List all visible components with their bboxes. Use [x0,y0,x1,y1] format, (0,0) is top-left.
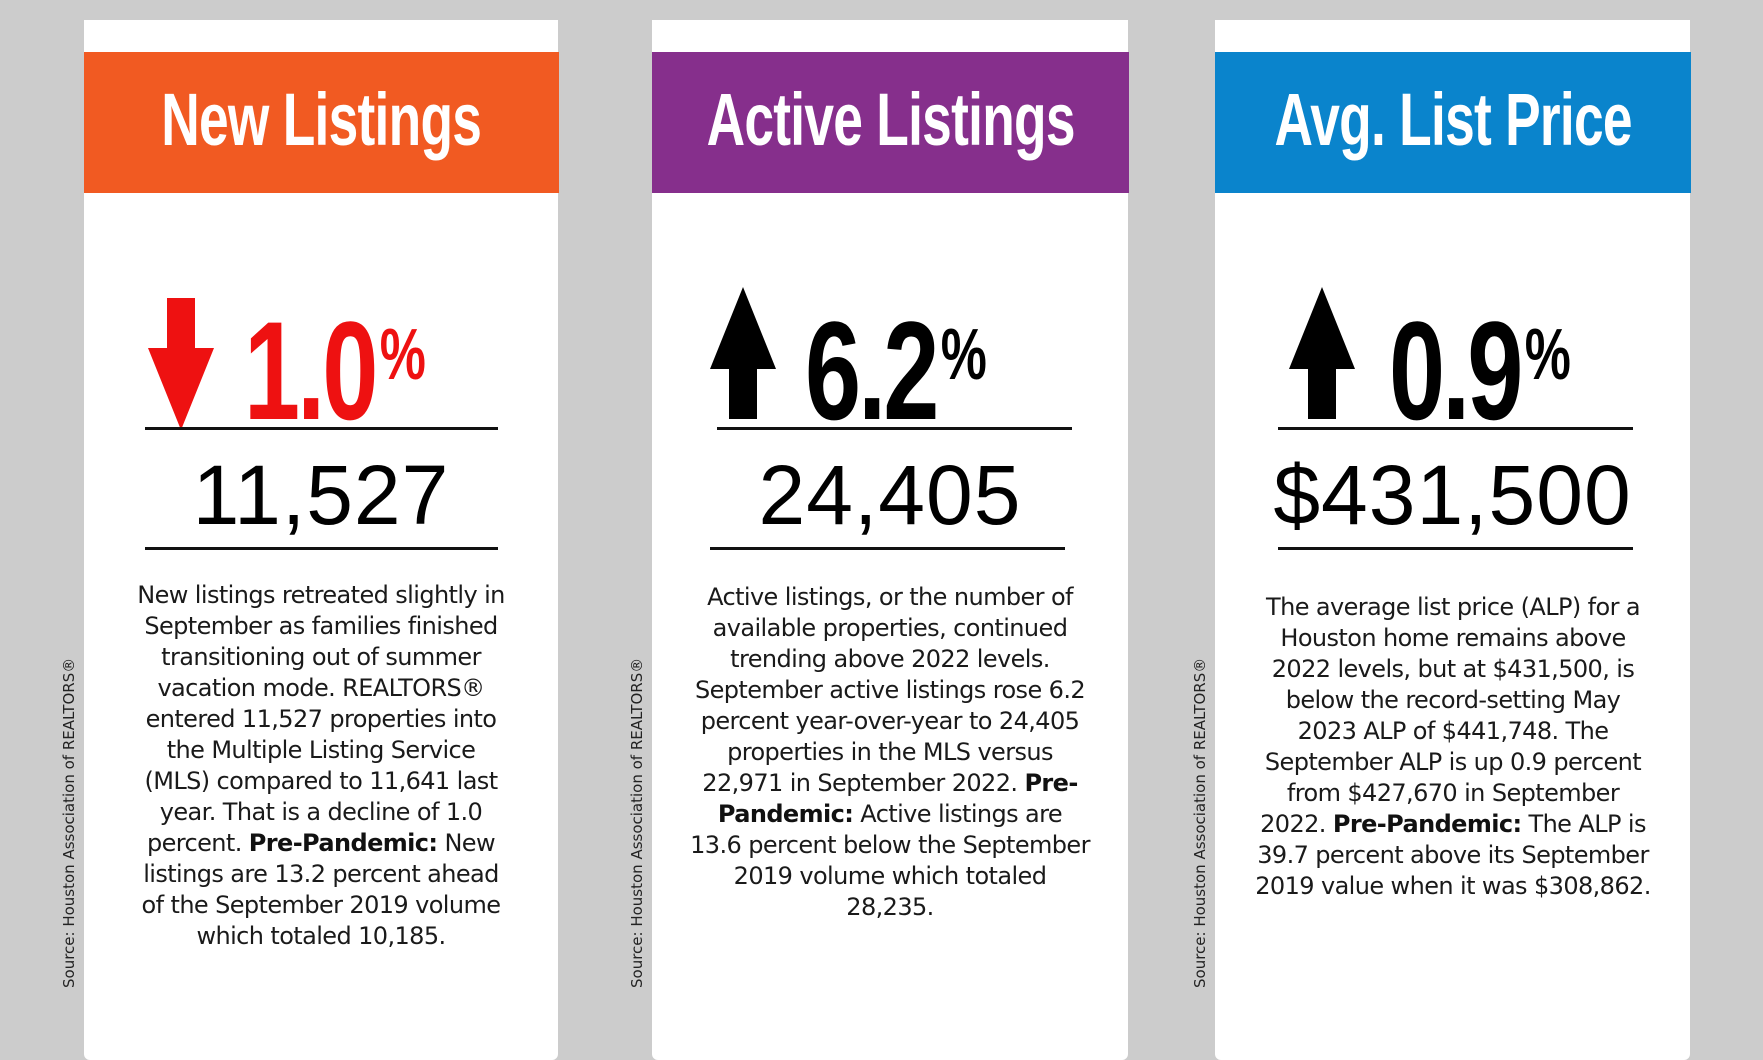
pre-pandemic-text: Active listings are 13.6 percent below t… [690,800,1090,921]
change-percent: 0.9% [1389,301,1571,441]
source-note: Source: Houston Association of REALTORS® [1191,657,1209,988]
stat-value: 24,405 [758,448,1022,542]
card-header: New Listings [84,52,559,193]
change-percent: 6.2% [805,301,987,441]
description-text: Active listings, or the number of availa… [694,583,1086,797]
pre-pandemic-label: Pre-Pandemic: [1332,810,1522,838]
divider-bottom [1278,547,1633,550]
divider-bottom [710,547,1065,550]
card-title: Avg. List Price [1274,77,1632,161]
down-arrow-shape [148,298,214,430]
change-row: 0.9% [1215,265,1690,441]
card-title: New Listings [161,77,483,161]
up-arrow-icon [1289,287,1355,419]
up-arrow-shape [1289,287,1355,419]
change-row: 1.0% [84,265,558,441]
description: The average list price (ALP) for a Houst… [1253,592,1653,902]
divider-top [145,427,498,430]
down-arrow-icon [148,298,214,430]
change-value: 6.2 [805,292,939,449]
divider-top [1278,427,1633,430]
change-value: 0.9 [1389,292,1523,449]
pre-pandemic-text: New listings are 13.2 percent ahead of t… [141,829,501,950]
stat-value: $431,500 [1273,448,1632,542]
description: Active listings, or the number of availa… [690,582,1090,923]
stat-card-new-listings: New Listings 1.0% 11,527 New listings re… [84,20,559,1060]
stat-value: 11,527 [192,448,450,542]
change-row: 6.2% [652,265,1128,441]
divider-bottom [145,547,498,550]
source-note: Source: Houston Association of REALTORS® [60,657,78,988]
source-note: Source: Houston Association of REALTORS® [628,657,646,988]
percent-sign: % [940,315,987,395]
change-value: 1.0 [244,292,378,449]
percent-sign: % [379,315,426,395]
pre-pandemic-text: The ALP is 39.7 percent above its Septem… [1255,810,1651,900]
pre-pandemic-label: Pre-Pandemic: [248,829,438,857]
stat-card-avg-list-price: Avg. List Price 0.9% $431,500 The averag… [1215,20,1691,1060]
percent-sign: % [1524,315,1571,395]
description-text: The average list price (ALP) for a Houst… [1260,593,1642,838]
up-arrow-icon [710,287,776,419]
stat-card-active-listings: Active Listings 6.2% 24,405 Active listi… [652,20,1129,1060]
change-percent: 1.0% [244,301,426,441]
divider-top [717,427,1072,430]
card-header: Avg. List Price [1215,52,1691,193]
description: New listings retreated slightly in Septe… [136,580,506,952]
card-header: Active Listings [652,52,1129,193]
up-arrow-shape [710,287,776,419]
card-title: Active Listings [706,77,1075,161]
pre-pandemic-label: Pre-Pandemic: [717,769,1078,828]
description-text: New listings retreated slightly in Septe… [137,581,505,857]
